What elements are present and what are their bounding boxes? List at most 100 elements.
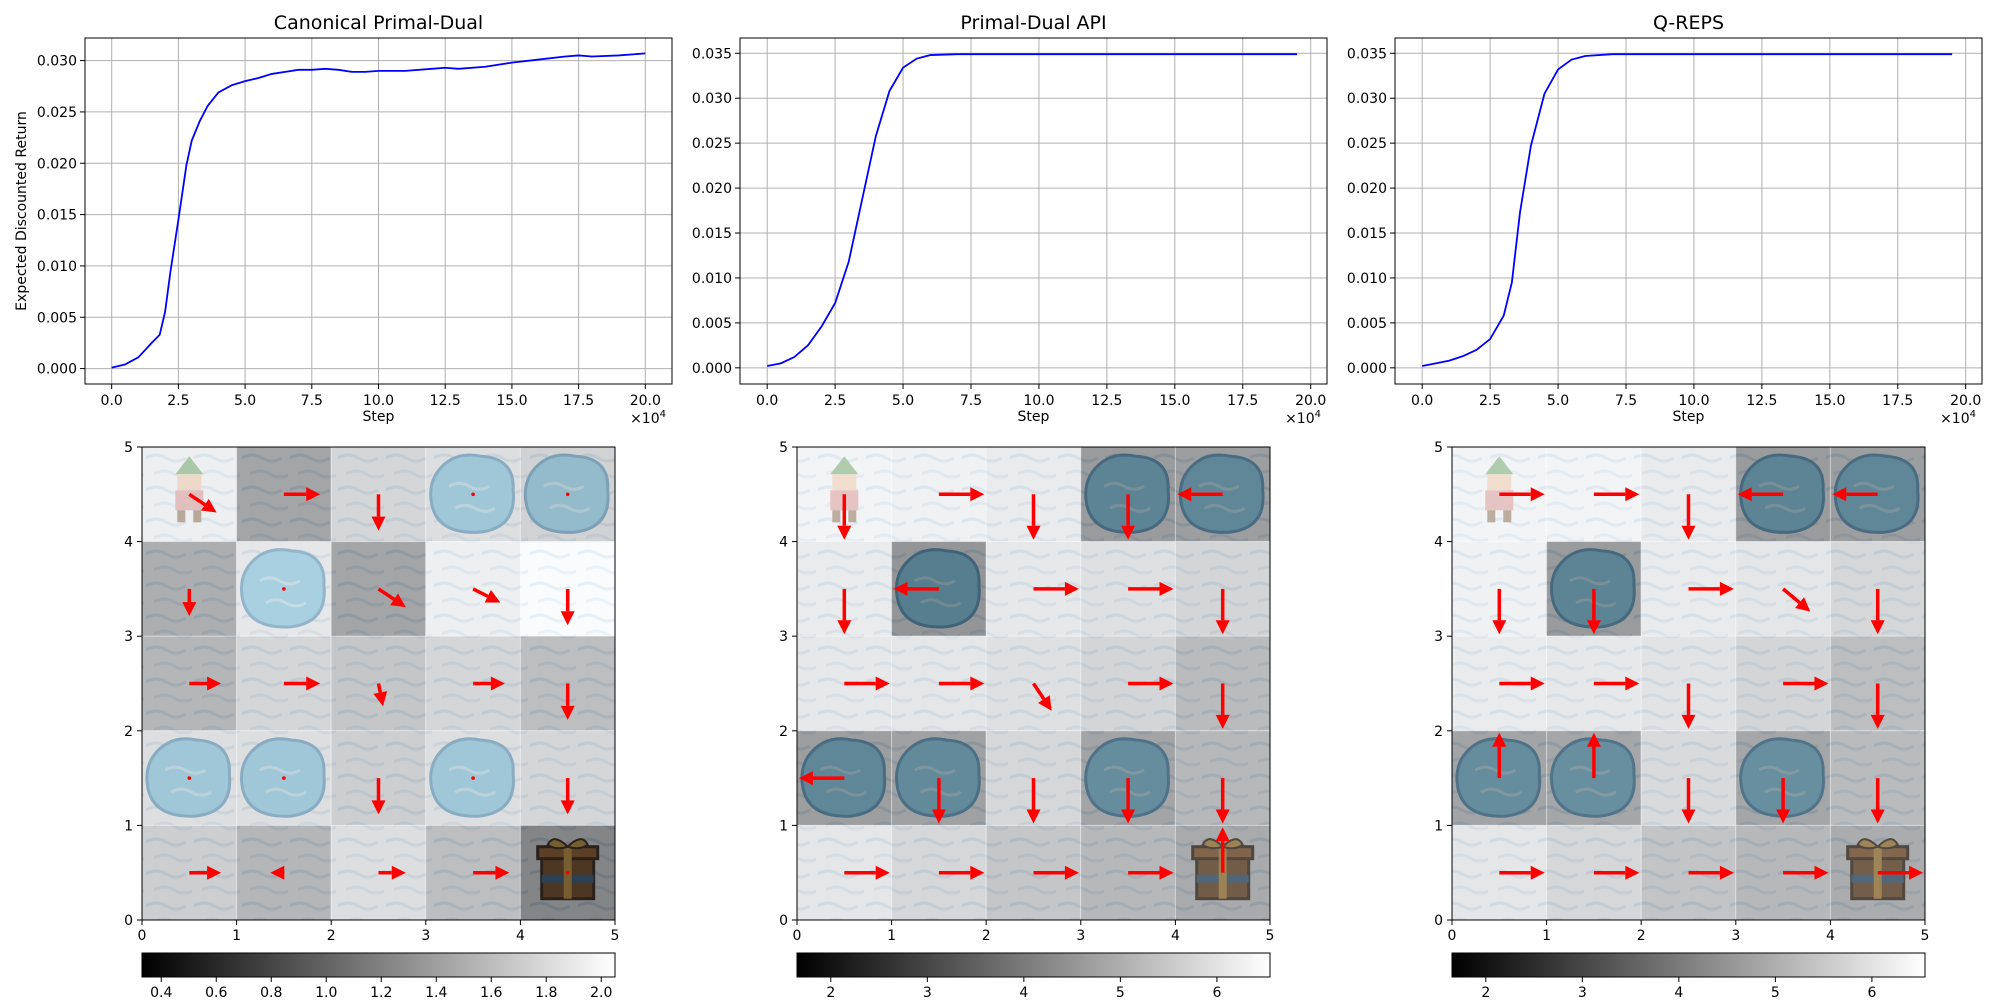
policy-arrow bbox=[1783, 865, 1829, 880]
policy-arrow bbox=[1593, 865, 1640, 880]
y-tick-label: 0.030 bbox=[1347, 91, 1387, 107]
policy-arrow bbox=[188, 492, 217, 513]
colorbar-tick-label: 2.0 bbox=[590, 985, 612, 1000]
policy-arrow bbox=[798, 771, 845, 786]
colorbar-tick-label: 1.2 bbox=[370, 985, 392, 1000]
x-tick-label: 10.0 bbox=[363, 393, 394, 409]
policy-arrow bbox=[1681, 778, 1696, 824]
policy-arrow bbox=[565, 492, 570, 497]
colorbar-tick-label: 3 bbox=[923, 985, 932, 1000]
plot-frame bbox=[739, 37, 1328, 385]
policy-arrow bbox=[371, 494, 386, 531]
series-line bbox=[111, 52, 646, 369]
y-tick-label: 0.030 bbox=[692, 91, 732, 107]
policy-arrow bbox=[938, 865, 985, 880]
x-tick-label: 0.0 bbox=[101, 393, 123, 409]
grid-cell bbox=[1174, 824, 1271, 921]
y-tick-label: 0.015 bbox=[692, 226, 732, 242]
policy-arrow bbox=[1499, 676, 1545, 691]
x-tick-label: 12.5 bbox=[430, 393, 461, 409]
policy-arrow bbox=[1128, 676, 1174, 691]
x-axis-multiplier: ×104 bbox=[630, 409, 666, 427]
policy-arrow bbox=[931, 778, 946, 824]
x-tick-label: 2 bbox=[1637, 928, 1646, 944]
policy-arrow bbox=[1499, 865, 1545, 880]
colorbar-tick-label: 4 bbox=[1019, 985, 1028, 1000]
x-tick-label: 2.5 bbox=[824, 393, 846, 409]
policy-arrow bbox=[844, 676, 890, 691]
multiplier-exponent: 4 bbox=[660, 409, 666, 420]
y-tick-label: 0.000 bbox=[37, 362, 77, 378]
y-tick-label: 0.020 bbox=[692, 181, 732, 197]
multiplier-exponent: 4 bbox=[1970, 409, 1976, 420]
policy-arrow bbox=[1026, 778, 1041, 824]
policy-arrow bbox=[1177, 487, 1223, 502]
policy-arrow bbox=[1783, 676, 1829, 691]
line-panel-canonical-primal-dual: 0.0 2.5 5.0 7.5 10.0 12.5 15.0 17.5 20.0 0.000 0.0… bbox=[14, 12, 673, 427]
colorbar-tick-label: 3 bbox=[1578, 985, 1587, 1000]
x-tick-label: 10.0 bbox=[1023, 393, 1054, 409]
y-tick-label: 3 bbox=[124, 629, 133, 645]
policy-arrow bbox=[893, 581, 939, 596]
series-line bbox=[1422, 53, 1953, 367]
policy-arrow bbox=[283, 487, 321, 502]
policy-arrow bbox=[282, 587, 286, 591]
policy-arrow bbox=[1032, 682, 1052, 711]
x-tick-label: 2.5 bbox=[1479, 393, 1501, 409]
y-tick-label: 0.010 bbox=[37, 259, 77, 275]
policy-arrow bbox=[371, 778, 386, 815]
y-tick-label: 1 bbox=[124, 818, 133, 834]
policy-arrow bbox=[1586, 588, 1601, 635]
grid-cell bbox=[519, 730, 616, 826]
x-tick-label: 0.0 bbox=[756, 393, 778, 409]
y-tick-label: 0.020 bbox=[37, 156, 77, 172]
x-axis-multiplier: ×104 bbox=[1285, 409, 1321, 427]
y-tick-label: 5 bbox=[1434, 440, 1443, 456]
grid-panel-q-reps: 00 1 1 2 2 3 3 4 4 5 5 2 3 4 5 6 bbox=[1434, 440, 1929, 1000]
grid-cell bbox=[425, 541, 521, 637]
grid-cell bbox=[1174, 635, 1271, 732]
policy-arrow bbox=[1593, 487, 1640, 502]
y-axis-label: Expected Discounted Return bbox=[14, 111, 30, 311]
policy-arrow bbox=[1877, 865, 1924, 880]
grid-cell bbox=[330, 541, 427, 637]
y-tick-label: 0.015 bbox=[37, 208, 77, 224]
y-tick-label: 3 bbox=[1434, 629, 1443, 645]
policy-arrow bbox=[1492, 732, 1507, 779]
x-tick-label: 17.5 bbox=[1227, 393, 1258, 409]
policy-arrow bbox=[189, 676, 222, 691]
x-tick-label: 4 bbox=[1171, 928, 1180, 944]
grid-cell bbox=[519, 446, 616, 543]
y-tick-label: 2 bbox=[779, 724, 788, 740]
policy-arrow bbox=[565, 870, 570, 875]
colorbar-tick-label: 2 bbox=[826, 985, 835, 1000]
y-tick-label: 4 bbox=[1434, 535, 1443, 551]
policy-arrow bbox=[938, 676, 985, 691]
x-tick-label: 15.0 bbox=[496, 393, 527, 409]
policy-arrow bbox=[1586, 732, 1601, 779]
y-tick-label: 3 bbox=[779, 629, 788, 645]
colorbar-tick-label: 1.8 bbox=[535, 985, 557, 1000]
y-tick-label: 0.005 bbox=[692, 316, 732, 332]
policy-arrow bbox=[837, 588, 852, 635]
policy-arrow bbox=[1492, 588, 1507, 635]
colorbar bbox=[1451, 952, 1926, 978]
x-tick-label: 2 bbox=[982, 928, 991, 944]
x-tick-label: 0.0 bbox=[1411, 393, 1433, 409]
y-tick-label: 2 bbox=[124, 724, 133, 740]
policy-arrow bbox=[1776, 778, 1791, 824]
x-axis-label: Step bbox=[1673, 409, 1705, 425]
policy-arrow bbox=[1033, 865, 1079, 880]
policy-arrow bbox=[377, 587, 406, 608]
policy-arrow bbox=[1870, 778, 1885, 824]
x-tick-label: 5 bbox=[1266, 928, 1275, 944]
policy-arrow bbox=[1121, 494, 1136, 540]
x-tick-label: 15.0 bbox=[1159, 393, 1190, 409]
colorbar-tick-label: 0.6 bbox=[205, 985, 227, 1000]
x-tick-label: 12.5 bbox=[1746, 393, 1777, 409]
y-tick-label: 0.035 bbox=[692, 46, 732, 62]
policy-arrow bbox=[473, 865, 510, 880]
value-overlay bbox=[331, 541, 426, 637]
x-tick-label: 5.0 bbox=[892, 393, 914, 409]
x-tick-label: 7.5 bbox=[1615, 393, 1637, 409]
